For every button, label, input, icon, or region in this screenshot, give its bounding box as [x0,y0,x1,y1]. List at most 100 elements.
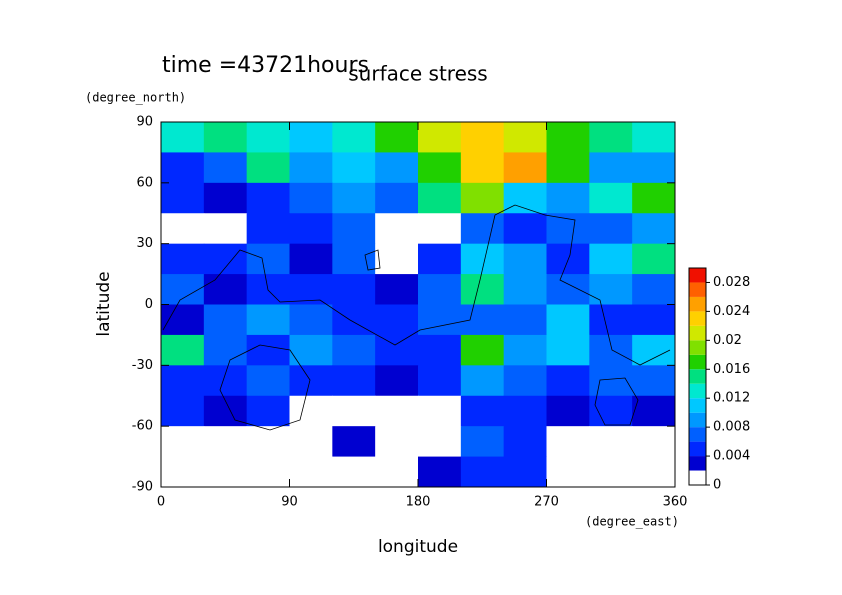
field [161,122,676,488]
field-cell [546,213,590,245]
field-cell [503,334,547,366]
field-cell [632,334,676,366]
y-tick-label: 60 [136,175,153,190]
field-cell [418,304,462,336]
field-cell [375,456,419,488]
x-units: (degree_east) [585,515,679,529]
x-axis-label: longitude [378,537,458,557]
colorbar-tick-label: 0.016 [713,362,750,377]
field-cell [289,365,333,397]
field-cell [589,182,633,214]
field-cell [289,395,333,427]
field-cell [289,274,333,305]
field-cell [375,365,419,397]
colorbar-segment [689,354,706,370]
field-cell [589,274,633,305]
y-tick-label: 90 [136,115,153,130]
field-cell [589,243,633,275]
field-cell [161,243,205,275]
field-cell [632,395,676,427]
field-cell [203,274,248,305]
field-cell [546,456,590,488]
field-cell [460,334,505,366]
field-cell [332,365,376,397]
field-cell [460,365,505,397]
field-cell [632,365,676,397]
field-cell [546,426,590,458]
field-cell [375,426,419,458]
field-cell [289,334,333,366]
field-cell [332,395,376,427]
field-cell [203,334,248,366]
field-cell [632,274,676,305]
field-cell [332,213,376,245]
field-cell [632,426,676,458]
x-tick-label: 270 [534,495,559,510]
field-cell [632,213,676,245]
field-cell [161,365,205,397]
field-cell [203,182,248,214]
colorbar-frame [688,267,707,486]
field-cell [203,213,248,245]
y-tick-label: 30 [136,236,153,251]
time-label: time =43721hours [162,53,369,78]
field-cell [632,122,676,153]
field-cell [161,426,205,458]
field-cell [246,182,290,214]
field-cell [546,365,590,397]
field-cell [503,213,547,245]
colorbar-segment [689,340,706,355]
field-cell [375,152,419,184]
field-cell [246,304,290,336]
chart-title: surface stress [348,62,487,86]
field-cell [246,243,290,275]
field-cell [546,152,590,184]
field-cell [418,395,462,427]
field-cell [589,426,633,458]
field-cell [546,304,590,336]
field-cell [589,456,633,488]
field-cell [203,456,248,488]
field-cell [503,456,547,488]
colorbar-segment [689,282,706,297]
field-cell [632,182,676,214]
field-cell [289,182,333,214]
x-tick-label: 360 [663,495,688,510]
colorbar-tick-label: 0.004 [713,449,750,464]
colorbar-tick-label: 0 [713,478,721,493]
field-cell [332,152,376,184]
field-cell [289,426,333,458]
field-cell [375,213,419,245]
field-cell [161,274,205,305]
colorbar-segment [689,412,706,428]
field-cell [332,182,376,214]
colorbar-tick-label: 0.028 [713,275,750,290]
y-tick-label: -30 [132,358,153,373]
field-cell [460,152,505,184]
field-cell [632,304,676,336]
field-cell [460,274,505,305]
field-cell [589,304,633,336]
field-cell [589,395,633,427]
field-cell [589,152,633,184]
field-cell [375,182,419,214]
coastlines [162,204,671,431]
x-tick-label: 90 [281,495,298,510]
field-cell [503,152,547,184]
field-cell [161,152,205,184]
field-cell [589,334,633,366]
field-cell [503,274,547,305]
field-cell [246,395,290,427]
field-cell [503,365,547,397]
colorbar-segment [689,427,706,442]
coastline [219,344,311,431]
field-cell [289,122,333,153]
field-cell [161,395,205,427]
colorbar-segment [689,398,706,413]
field-cell [503,395,547,427]
field-cell [418,426,462,458]
field-cell [375,122,419,153]
field-cell [246,213,290,245]
field-cell [503,426,547,458]
field-cell [460,213,505,245]
